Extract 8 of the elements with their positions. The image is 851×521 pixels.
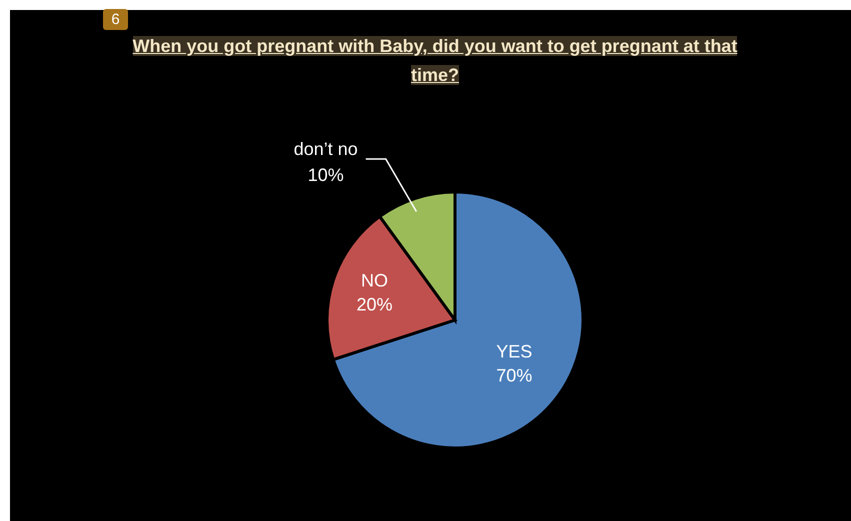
data-label: 10%	[308, 165, 344, 185]
chart-title: When you got pregnant with Baby, did you want to get pregnant at that time?	[132, 36, 738, 85]
slice-label: don’t no	[294, 139, 358, 159]
slice-label: YES	[496, 342, 532, 362]
data-label: 20%	[356, 294, 393, 314]
data-label: 70%	[496, 366, 532, 386]
slice-label: NO	[361, 270, 388, 290]
text: 6	[103, 9, 128, 30]
